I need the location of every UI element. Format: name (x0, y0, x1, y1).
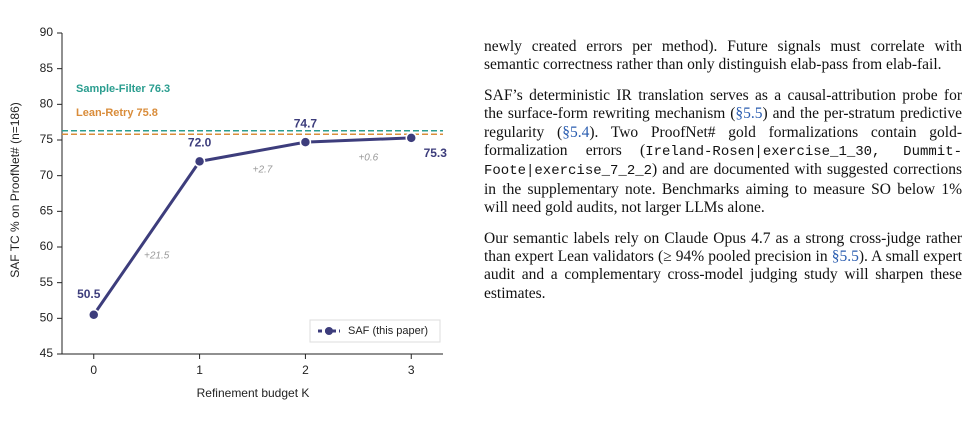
text-run: newly created errors per method). Future… (484, 38, 962, 74)
y-axis-label: SAF TC % on ProofNet# (n=186) (8, 102, 22, 278)
y-tick-label: 90 (40, 25, 54, 39)
body-text: newly created errors per method). Future… (484, 38, 962, 436)
point (299, 136, 312, 148)
y-tick-label: 75 (40, 132, 54, 146)
paragraph: Our semantic labels rely on Claude Opus … (484, 230, 962, 304)
gain-annotation: +2.7 (253, 164, 273, 175)
reference-link[interactable]: §5.5 (831, 248, 859, 266)
y-tick-label: 60 (40, 239, 54, 253)
gain-annotation: +0.6 (358, 153, 378, 164)
gain-annotation: +21.5 (144, 251, 170, 262)
text-run: ) and are documented with suggested corr… (484, 161, 962, 217)
point (88, 309, 100, 321)
y-tick-label: 65 (40, 204, 54, 218)
y-tick-label: 50 (40, 311, 54, 325)
reference-link[interactable]: §5.5 (735, 105, 763, 123)
value-label: 72.0 (188, 136, 212, 150)
legend-marker (325, 327, 333, 335)
value-label: 74.7 (294, 116, 318, 130)
chart: SAF TC % on ProofNet# (n=186) Refinement… (8, 25, 448, 400)
text-run: ) and the per-stratum predictive regular… (484, 105, 962, 141)
paragraph: newly created errors per method). Future… (484, 38, 962, 75)
x-tick-label: 2 (302, 363, 309, 377)
value-label: 75.3 (424, 146, 448, 160)
x-axis-label: Refinement budget K (197, 386, 310, 400)
paragraph: SAF’s deterministic IR translation serve… (484, 87, 962, 218)
value-label: 50.5 (77, 287, 101, 301)
text-run: ). A small expert audit and a complement… (484, 248, 962, 302)
series-line (92, 136, 412, 316)
reference-label: Sample-Filter 76.3 (76, 83, 170, 95)
text-run: Ireland-Rosen|exercise_1_30, Dummit-Foot… (484, 144, 962, 180)
y-tick-label: 85 (40, 61, 54, 75)
reference-label: Lean-Retry 75.8 (76, 107, 158, 119)
x-tick-label: 1 (196, 363, 203, 377)
y-tick-label: 70 (40, 168, 54, 182)
legend-label: SAF (this paper) (348, 325, 428, 337)
y-tick-label: 45 (40, 346, 54, 360)
point (405, 132, 417, 144)
text-run: Our semantic labels rely on Claude Opus … (484, 229, 962, 266)
legend-box (309, 319, 441, 343)
x-tick-label: 3 (408, 363, 415, 377)
text-run: ). Two ProofNet# gold formalizations con… (484, 123, 962, 160)
y-tick-label: 55 (40, 275, 54, 289)
text-run: SAF’s deterministic IR translation serve… (484, 86, 962, 123)
point (193, 155, 206, 168)
x-tick-label: 0 (90, 363, 97, 377)
y-tick-label: 80 (40, 97, 54, 111)
reference-link[interactable]: §5.4 (562, 123, 590, 141)
